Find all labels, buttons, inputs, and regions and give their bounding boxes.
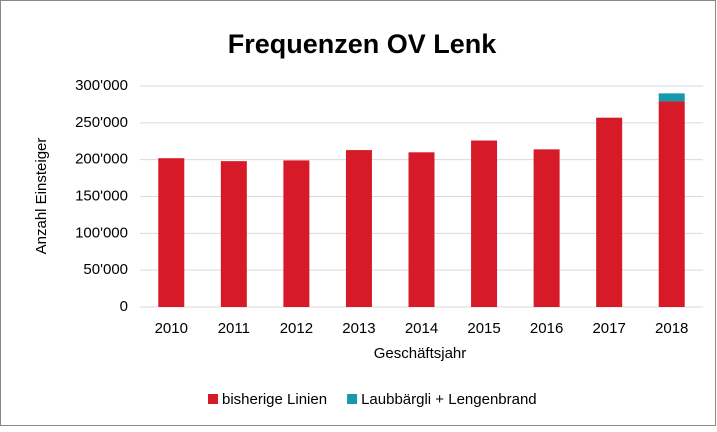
x-tick-label: 2017 — [592, 320, 625, 337]
y-tick-label: 250'000 — [75, 114, 128, 131]
y-axis-title: Anzahl Einsteiger — [33, 138, 50, 255]
y-tick-label: 200'000 — [75, 151, 128, 168]
y-tick-label: 150'000 — [75, 187, 128, 204]
y-tick-label: 0 — [120, 298, 128, 315]
legend-swatch — [208, 394, 218, 404]
x-tick-label: 2012 — [280, 320, 313, 337]
chart-title: Frequenzen OV Lenk — [228, 29, 498, 59]
legend-label: Laubbärgli + Lengenbrand — [361, 391, 537, 408]
x-tick-label: 2015 — [467, 320, 500, 337]
bar-segment — [345, 150, 372, 307]
bar-segment — [471, 140, 498, 307]
x-tick-label: 2013 — [342, 320, 375, 337]
bar-segment — [408, 152, 435, 307]
y-tick-label: 100'000 — [75, 224, 128, 241]
bar-segment — [533, 149, 560, 307]
y-tick-label: 300'000 — [75, 77, 128, 94]
bar-segment — [658, 101, 685, 307]
bar-segment — [158, 158, 185, 307]
x-tick-label: 2011 — [218, 320, 250, 337]
bar-segment — [596, 117, 623, 307]
bar-segment — [658, 93, 685, 102]
y-tick-label: 50'000 — [83, 261, 128, 278]
legend-swatch — [347, 394, 358, 404]
legend-label: bisherige Linien — [222, 391, 327, 408]
x-tick-label: 2014 — [405, 320, 438, 337]
x-tick-label: 2010 — [155, 320, 188, 337]
x-tick-label: 2016 — [530, 320, 563, 337]
bar-segment — [220, 161, 247, 307]
x-axis-title: Geschäftsjahr — [374, 345, 467, 362]
x-tick-label: 2018 — [655, 320, 688, 337]
bar-segment — [283, 160, 310, 307]
